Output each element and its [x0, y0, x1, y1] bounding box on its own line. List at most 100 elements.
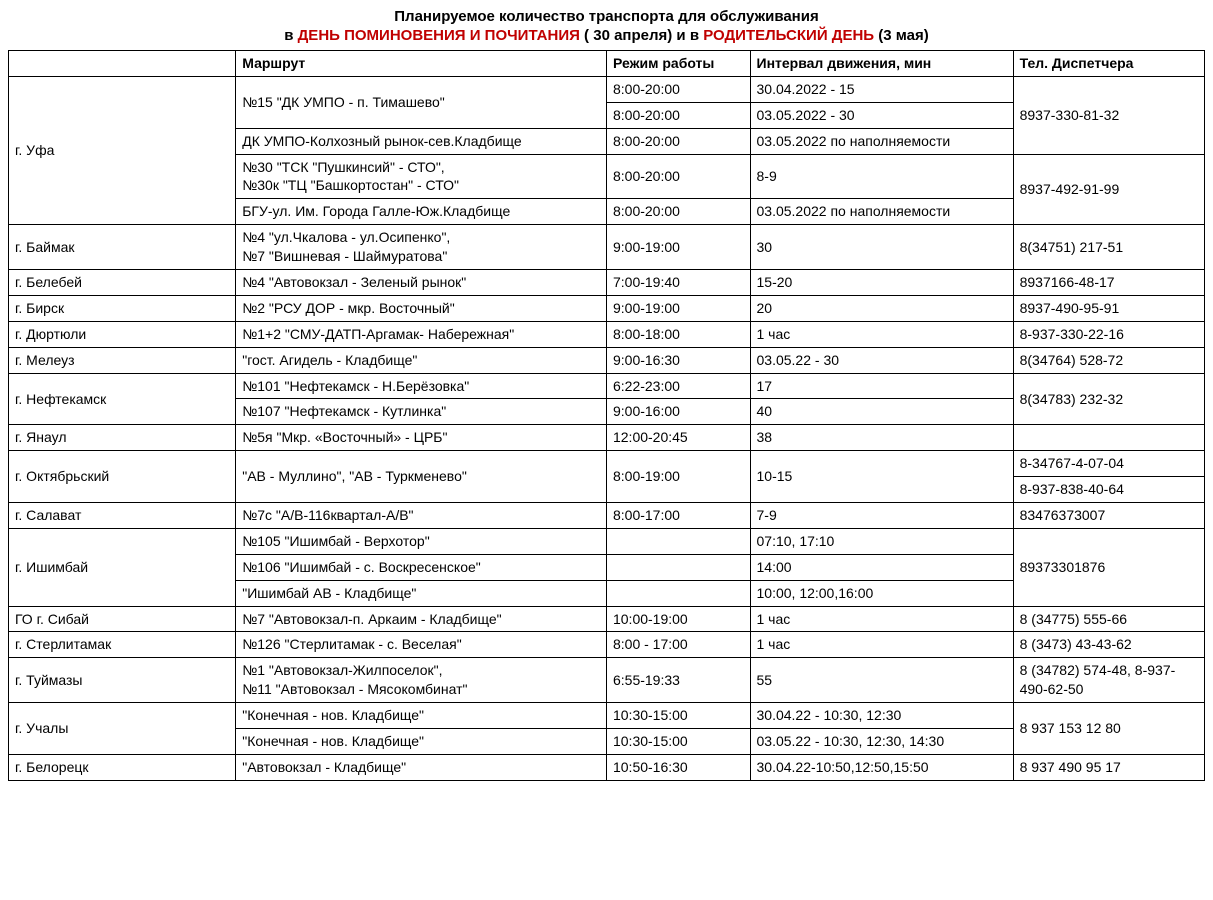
interval-cell: 1 час [750, 632, 1013, 658]
route-cell: №107 "Нефтекамск - Кутлинка" [236, 399, 607, 425]
interval-cell: 03.05.22 - 10:30, 12:30, 14:30 [750, 729, 1013, 755]
hours-cell: 6:55-19:33 [606, 658, 750, 703]
interval-cell: 03.05.22 - 30 [750, 347, 1013, 373]
hours-cell: 8:00-20:00 [606, 154, 750, 199]
hours-cell: 6:22-23:00 [606, 373, 750, 399]
route-cell: №105 "Ишимбай - Верхотор" [236, 528, 607, 554]
city-cell: г. Нефтекамск [9, 373, 236, 425]
interval-cell: 30.04.22 - 10:30, 12:30 [750, 703, 1013, 729]
route-cell: №30 "ТСК "Пушкинсий" - СТО", №30к "ТЦ "Б… [236, 154, 607, 199]
hours-cell: 10:30-15:00 [606, 703, 750, 729]
table-row: г. Октябрьский "АВ - Муллино", "АВ - Тур… [9, 451, 1205, 477]
city-cell: г. Белебей [9, 270, 236, 296]
interval-cell: 07:10, 17:10 [750, 528, 1013, 554]
t2-pre: в [284, 27, 297, 44]
route-cell: "АВ - Муллино", "АВ - Туркменево" [236, 451, 607, 503]
phone-cell: 83476373007 [1013, 503, 1204, 529]
table-row: г. Дюртюли №1+2 "СМУ-ДАТП-Аргамак- Набер… [9, 321, 1205, 347]
table-row: г. Мелеуз "гост. Агидель - Кладбище" 9:0… [9, 347, 1205, 373]
interval-cell: 15-20 [750, 270, 1013, 296]
route-cell: "Автовокзал - Кладбище" [236, 754, 607, 780]
hours-cell: 8:00 - 17:00 [606, 632, 750, 658]
header-row: Маршрут Режим работы Интервал движения, … [9, 51, 1205, 77]
route-cell: №2 "РСУ ДОР - мкр. Восточный" [236, 295, 607, 321]
route-cell: №7с "А/В-116квартал-А/В" [236, 503, 607, 529]
hours-cell: 8:00-20:00 [606, 128, 750, 154]
interval-cell: 03.05.2022 по наполняемости [750, 199, 1013, 225]
table-row: г. Баймак №4 "ул.Чкалова - ул.Осипенко",… [9, 225, 1205, 270]
table-row: г. Салават №7с "А/В-116квартал-А/В" 8:00… [9, 503, 1205, 529]
city-cell: г. Уфа [9, 76, 236, 224]
hours-cell: 8:00-20:00 [606, 102, 750, 128]
hours-cell: 9:00-16:00 [606, 399, 750, 425]
hours-cell: 8:00-19:00 [606, 451, 750, 503]
route-cell: "Конечная - нов. Кладбище" [236, 729, 607, 755]
table-row: г. Нефтекамск №101 "Нефтекамск - Н.Берёз… [9, 373, 1205, 399]
route-cell: "гост. Агидель - Кладбище" [236, 347, 607, 373]
phone-cell: 8 (34775) 555-66 [1013, 606, 1204, 632]
hdr-hours: Режим работы [606, 51, 750, 77]
route-cell: №1 "Автовокзал-Жилпоселок", №11 "Автовок… [236, 658, 607, 703]
city-cell: г. Стерлитамак [9, 632, 236, 658]
hours-cell: 9:00-19:00 [606, 295, 750, 321]
transport-table: Маршрут Режим работы Интервал движения, … [8, 50, 1205, 781]
phone-cell [1013, 425, 1204, 451]
interval-cell: 1 час [750, 606, 1013, 632]
route-cell: №5я "Мкр. «Восточный» - ЦРБ" [236, 425, 607, 451]
route-cell: №106 "Ишимбай - с. Воскресенское" [236, 554, 607, 580]
hours-cell [606, 554, 750, 580]
phone-cell: 8-937-838-40-64 [1013, 477, 1204, 503]
table-row: г. Белорецк "Автовокзал - Кладбище" 10:5… [9, 754, 1205, 780]
hours-cell: 9:00-19:00 [606, 225, 750, 270]
hours-cell: 8:00-20:00 [606, 199, 750, 225]
t2-post: (3 мая) [874, 27, 929, 44]
route-cell: "Конечная - нов. Кладбище" [236, 703, 607, 729]
interval-cell: 30.04.2022 - 15 [750, 76, 1013, 102]
table-row: г. Уфа №15 "ДК УМПО - п. Тимашево" 8:00-… [9, 76, 1205, 102]
phone-cell: 8937166-48-17 [1013, 270, 1204, 296]
city-cell: г. Бирск [9, 295, 236, 321]
city-cell: г. Янаул [9, 425, 236, 451]
hours-cell: 8:00-17:00 [606, 503, 750, 529]
city-cell: г. Белорецк [9, 754, 236, 780]
hdr-route: Маршрут [236, 51, 607, 77]
interval-cell: 14:00 [750, 554, 1013, 580]
t2-red2: РОДИТЕЛЬСКИЙ ДЕНЬ [703, 27, 874, 44]
hours-cell: 10:50-16:30 [606, 754, 750, 780]
phone-cell: 8 (3473) 43-43-62 [1013, 632, 1204, 658]
page-title-2: в ДЕНЬ ПОМИНОВЕНИЯ И ПОЧИТАНИЯ ( 30 апре… [8, 27, 1205, 44]
interval-cell: 55 [750, 658, 1013, 703]
t2-mid: ( 30 апреля) и в [580, 27, 703, 44]
page-title-1: Планируемое количество транспорта для об… [8, 8, 1205, 25]
table-row: г. Учалы "Конечная - нов. Кладбище" 10:3… [9, 703, 1205, 729]
interval-cell: 38 [750, 425, 1013, 451]
interval-cell: 03.05.2022 - 30 [750, 102, 1013, 128]
phone-cell: 89373301876 [1013, 528, 1204, 606]
table-row: г. Белебей №4 "Автовокзал - Зеленый рыно… [9, 270, 1205, 296]
interval-cell: 10:00, 12:00,16:00 [750, 580, 1013, 606]
city-cell: г. Туймазы [9, 658, 236, 703]
city-cell: г. Учалы [9, 703, 236, 755]
interval-cell: 1 час [750, 321, 1013, 347]
route-cell: "Ишимбай АВ - Кладбище" [236, 580, 607, 606]
hours-cell: 10:00-19:00 [606, 606, 750, 632]
hours-cell: 9:00-16:30 [606, 347, 750, 373]
table-row: г. Янаул №5я "Мкр. «Восточный» - ЦРБ" 12… [9, 425, 1205, 451]
route-cell: ДК УМПО-Колхозный рынок-сев.Кладбище [236, 128, 607, 154]
interval-cell: 40 [750, 399, 1013, 425]
route-cell: №7 "Автовокзал-п. Аркаим - Кладбище" [236, 606, 607, 632]
hours-cell [606, 580, 750, 606]
route-cell: БГУ-ул. Им. Города Галле-Юж.Кладбище [236, 199, 607, 225]
phone-cell: 8 937 490 95 17 [1013, 754, 1204, 780]
phone-cell: 8-34767-4-07-04 [1013, 451, 1204, 477]
phone-cell: 8(34783) 232-32 [1013, 373, 1204, 425]
city-cell: ГО г. Сибай [9, 606, 236, 632]
phone-cell: 8937-330-81-32 [1013, 76, 1204, 154]
hours-cell: 7:00-19:40 [606, 270, 750, 296]
city-cell: г. Октябрьский [9, 451, 236, 503]
phone-cell: 8 937 153 12 80 [1013, 703, 1204, 755]
city-cell: г. Дюртюли [9, 321, 236, 347]
city-cell: г. Салават [9, 503, 236, 529]
route-cell: №4 "ул.Чкалова - ул.Осипенко", №7 "Вишне… [236, 225, 607, 270]
table-row: г. Стерлитамак №126 "Стерлитамак - с. Ве… [9, 632, 1205, 658]
